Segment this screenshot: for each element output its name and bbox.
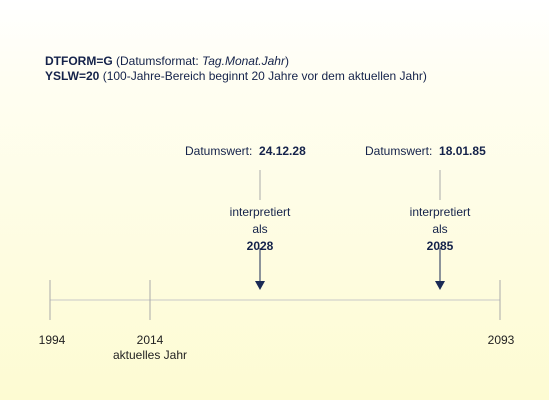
example-1-interp-line2: als: [252, 222, 268, 236]
example-2-date: Datumswert: 18.01.85: [365, 144, 486, 158]
format-desc-suffix: ): [284, 54, 289, 68]
example-1-result: 2028: [246, 239, 274, 253]
example-2-interp-line1: interpretiert: [409, 205, 471, 219]
format-desc-prefix: (Datumsformat:: [116, 54, 203, 68]
arrow-1-head: [255, 281, 265, 290]
year-end: 2093: [487, 333, 515, 347]
example-1-date: Datumswert: 24.12.28: [185, 144, 306, 158]
format-key: DTFORM=G: [45, 54, 113, 68]
yslw-desc: (100-Jahre-Bereich beginnt 20 Jahre vor …: [102, 69, 427, 83]
example-1-interp-line1: interpretiert: [229, 205, 291, 219]
example-1-interp: interpretiert als 2028: [230, 205, 291, 253]
format-line: DTFORM=G (Datumsformat: Tag.Monat.Jahr): [45, 54, 289, 68]
example-2-interp-line2: als: [432, 222, 448, 236]
example-1-label: Datumswert:: [185, 144, 253, 158]
format-desc-italic: Tag.Monat.Jahr: [202, 54, 285, 68]
example-2-result: 2085: [426, 239, 454, 253]
year-start: 1994: [38, 333, 66, 347]
current-year-caption: aktuelles Jahr: [112, 348, 188, 362]
year-current: 2014: [136, 333, 164, 347]
yslw-line: YSLW=20 (100-Jahre-Bereich beginnt 20 Ja…: [45, 69, 427, 83]
yslw-key: YSLW=20: [45, 69, 100, 83]
example-2-interp: interpretiert als 2085: [410, 205, 471, 253]
example-2-value: 18.01.85: [439, 144, 486, 158]
example-1-value: 24.12.28: [259, 144, 306, 158]
example-2-label: Datumswert:: [365, 144, 433, 158]
arrow-2-head: [435, 281, 445, 290]
